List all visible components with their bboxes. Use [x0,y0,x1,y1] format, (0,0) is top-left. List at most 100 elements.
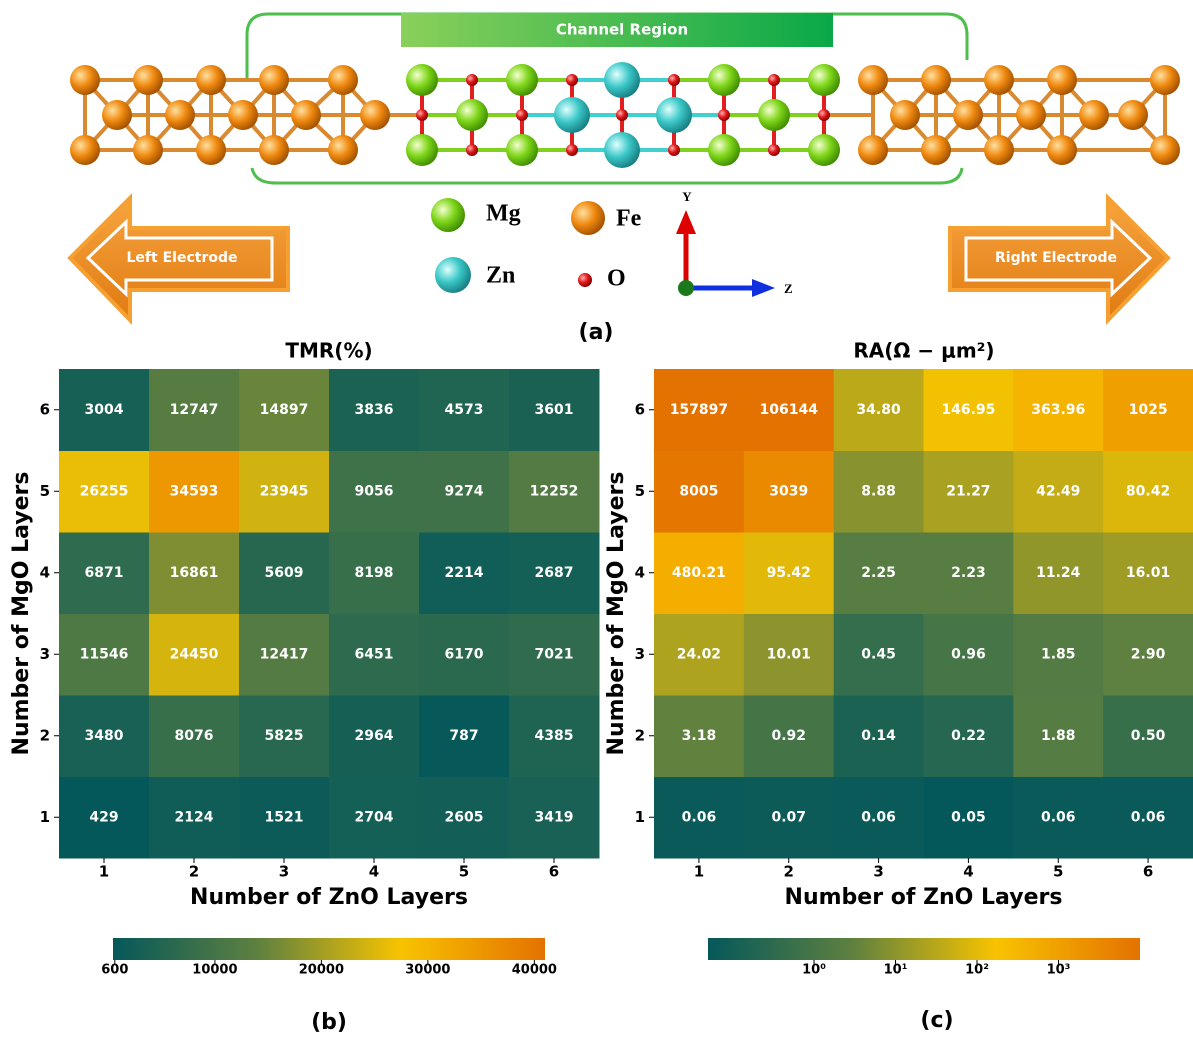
cell-label: 26255 [80,483,129,499]
heatmap-cell [654,369,745,451]
cell-label: 5825 [265,728,304,744]
x-tick-label: 5 [1053,863,1063,881]
atom [1047,135,1077,165]
atom [259,65,289,95]
cell-label: 14897 [260,402,309,418]
x-tick-label: 6 [1143,863,1153,881]
legend-fe [571,201,605,235]
atom [604,132,640,168]
cell-label: 0.14 [861,728,896,744]
heatmap-cell [149,450,240,533]
cell-label: 1.88 [1041,728,1076,744]
heatmap-cell [1103,613,1193,696]
y-tick-label: 1 [40,808,50,826]
heatmap-cell [1103,532,1193,614]
cell-label: 16.01 [1126,565,1170,581]
y-tick-label: 5 [635,482,645,500]
atom [768,144,780,156]
cell-label: 787 [449,728,478,744]
x-tick-label: 3 [279,863,289,881]
cell-label: 480.21 [672,565,726,581]
cell-label: 0.06 [682,809,717,825]
cell-label: 0.05 [951,809,986,825]
right-arrow-inner [964,218,1153,298]
heatmap-cell [509,776,600,859]
heatmap-cell [923,450,1014,533]
cell-label: 146.95 [941,402,995,418]
atom [70,135,100,165]
atom [1079,100,1109,130]
channel-bar [401,13,833,47]
cell-label: 106144 [760,402,819,418]
cell-label: 21.27 [946,483,990,499]
cell-label: 2.90 [1131,646,1166,662]
x-tick-label: 1 [694,863,704,881]
atom [554,97,590,133]
chart-title: TMR(%) [285,339,372,363]
cell-label: 8076 [175,728,214,744]
cell-label: 24.02 [677,646,721,662]
heatmap-cell [149,369,240,451]
heatmap-cell [59,776,150,859]
cell-label: 1521 [265,809,304,825]
cell-label: 8198 [355,565,394,581]
atom [604,62,640,98]
cell-label: 363.96 [1031,402,1085,418]
heatmap-cell [509,369,600,451]
heatmap-cell [59,450,150,533]
atom [416,109,428,121]
atom [466,144,478,156]
x-tick-label: 5 [459,863,469,881]
atom [196,65,226,95]
x-tick-label: 4 [369,863,379,881]
x-tick-label: 2 [189,863,199,881]
heatmap-cell [743,695,835,777]
x-tick-label: 3 [873,863,883,881]
heatmap-cell [239,532,330,614]
atom [808,64,840,96]
chart-title: RA(Ω − μm²) [853,339,994,363]
cell-label: 24450 [170,646,219,662]
heatmap-cell [329,613,420,696]
cell-label: 3480 [85,728,124,744]
left-arrow-inner [85,218,274,298]
heatmap-cell [149,776,240,859]
heatmap-cell [833,776,924,859]
y-tick-label: 4 [635,563,645,581]
atom [328,135,358,165]
colorbar-tick-label: 10⁰ [802,963,826,978]
y-tick-label: 2 [40,726,50,744]
atom [984,135,1014,165]
axis-label: Z [784,281,793,296]
cell-label: 0.96 [951,646,986,662]
channel-box [250,167,964,185]
heatmap-cell [1013,369,1104,451]
z-axis-head [752,279,775,297]
colorbar-tick-label: 10³ [1047,963,1071,978]
cell-label: 8005 [679,483,718,499]
heatmap-cell [654,532,745,614]
left-electrode-label: Left Electrode [127,250,238,266]
cell-label: 0.06 [861,809,896,825]
cell-label: 2.25 [861,565,896,581]
cell-label: 157897 [670,402,728,418]
cell-label: 1.85 [1041,646,1076,662]
heatmap-cell [239,369,330,451]
atom [1016,100,1046,130]
cell-label: 429 [89,809,118,825]
cell-label: 34593 [170,483,219,499]
heatmap-cell [833,450,924,533]
heatmap-cell [329,695,420,777]
y-axis-label: Number of MgO Layers [9,472,34,756]
cell-label: 10.01 [767,646,811,662]
legend-o [578,273,592,287]
y-axis-label: Number of MgO Layers [604,472,629,756]
heatmap-cell [329,776,420,859]
cell-label: 2124 [175,809,214,825]
colorbar [113,938,545,960]
cell-label: 80.42 [1126,483,1170,499]
y-tick-label: 3 [635,645,645,663]
atom [921,135,951,165]
cell-label: 0.92 [771,728,806,744]
